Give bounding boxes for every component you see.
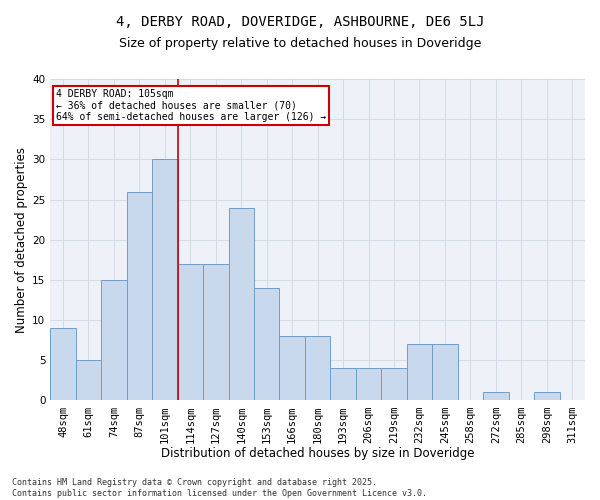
Bar <box>152 160 178 400</box>
Bar <box>305 336 331 400</box>
Bar <box>254 288 280 401</box>
X-axis label: Distribution of detached houses by size in Doveridge: Distribution of detached houses by size … <box>161 447 475 460</box>
Bar <box>127 192 152 400</box>
Bar <box>432 344 458 401</box>
Bar <box>483 392 509 400</box>
Bar <box>178 264 203 400</box>
Bar <box>407 344 432 401</box>
Bar <box>356 368 381 400</box>
Text: 4, DERBY ROAD, DOVERIDGE, ASHBOURNE, DE6 5LJ: 4, DERBY ROAD, DOVERIDGE, ASHBOURNE, DE6… <box>116 15 484 29</box>
Bar <box>331 368 356 400</box>
Text: Size of property relative to detached houses in Doveridge: Size of property relative to detached ho… <box>119 38 481 51</box>
Bar <box>76 360 101 401</box>
Bar <box>203 264 229 400</box>
Bar <box>280 336 305 400</box>
Bar <box>50 328 76 400</box>
Bar <box>381 368 407 400</box>
Text: 4 DERBY ROAD: 105sqm
← 36% of detached houses are smaller (70)
64% of semi-detac: 4 DERBY ROAD: 105sqm ← 36% of detached h… <box>56 88 326 122</box>
Bar <box>101 280 127 400</box>
Text: Contains HM Land Registry data © Crown copyright and database right 2025.
Contai: Contains HM Land Registry data © Crown c… <box>12 478 427 498</box>
Bar <box>229 208 254 400</box>
Bar <box>534 392 560 400</box>
Y-axis label: Number of detached properties: Number of detached properties <box>15 146 28 332</box>
